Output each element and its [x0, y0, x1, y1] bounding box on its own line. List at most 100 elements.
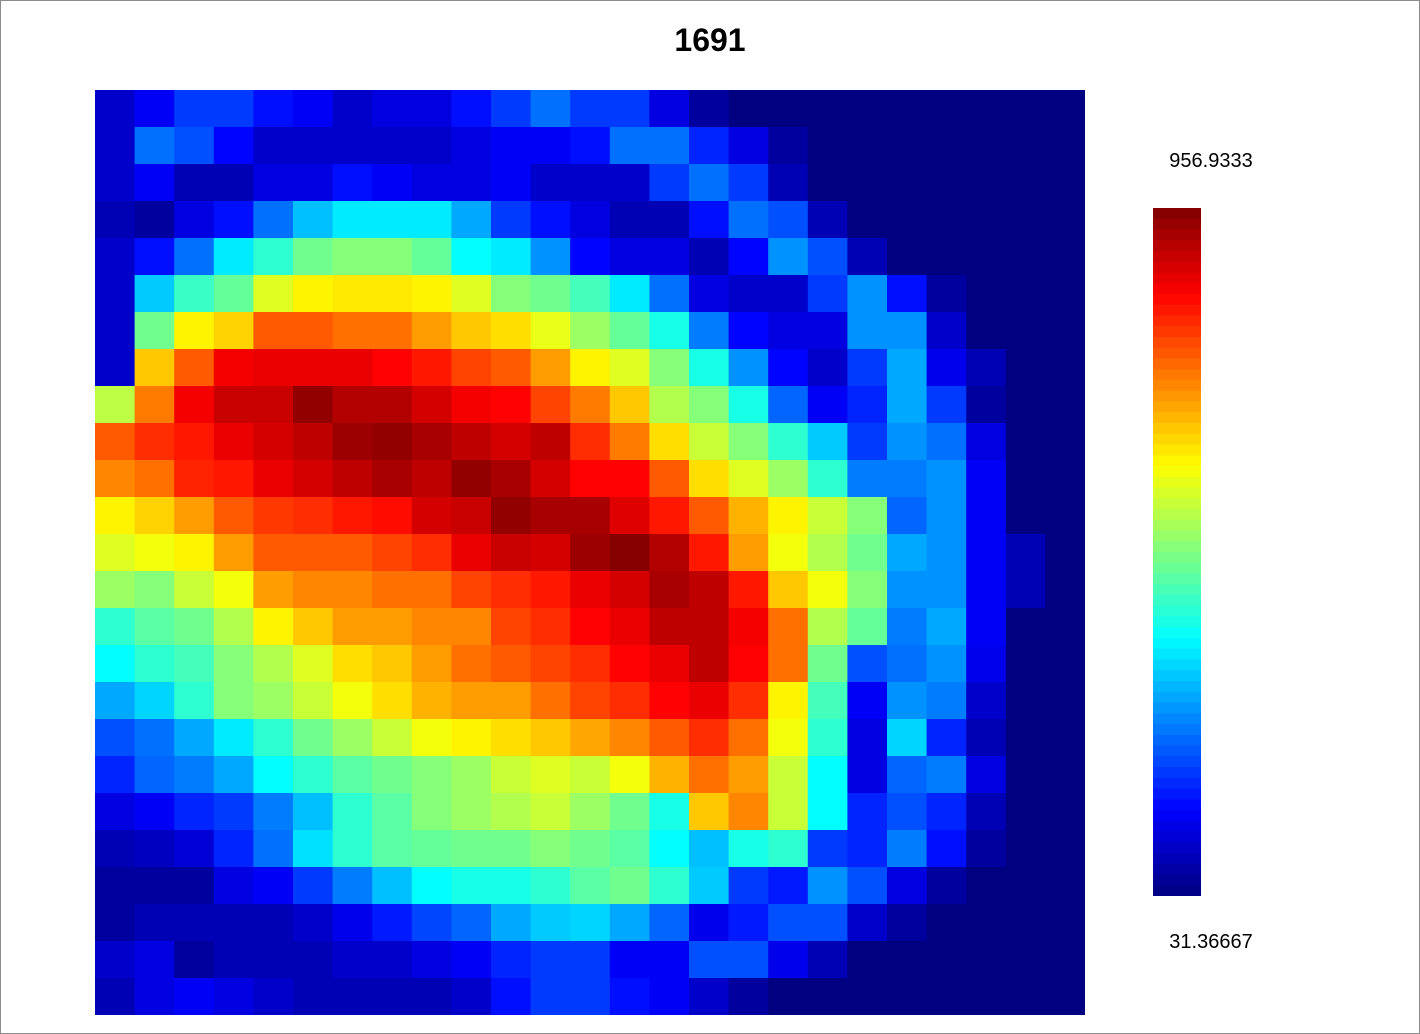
- heatmap-cell: [570, 127, 611, 165]
- heatmap-cell: [1045, 386, 1085, 424]
- heatmap-cell: [807, 978, 848, 1015]
- heatmap-cell: [1045, 830, 1085, 868]
- heatmap-cell: [609, 349, 650, 387]
- heatmap-cell: [649, 423, 690, 461]
- heatmap-cell: [411, 756, 452, 794]
- heatmap-cell: [1045, 904, 1085, 942]
- heatmap-cell: [134, 645, 175, 683]
- colorbar-band: [1153, 648, 1201, 660]
- colorbar-band: [1153, 229, 1201, 241]
- heatmap-cell: [134, 90, 175, 128]
- heatmap-cell: [728, 571, 769, 609]
- colorbar-band: [1153, 767, 1201, 779]
- heatmap-cell: [847, 867, 888, 905]
- heatmap-cell: [253, 830, 294, 868]
- heatmap-cell: [649, 386, 690, 424]
- heatmap-cell: [807, 127, 848, 165]
- heatmap-cell: [570, 349, 611, 387]
- colorbar-band: [1153, 261, 1201, 273]
- heatmap-cell: [609, 90, 650, 128]
- heatmap-cell: [411, 534, 452, 572]
- heatmap-cell: [1005, 978, 1046, 1015]
- heatmap-cell: [887, 571, 928, 609]
- colorbar-band: [1153, 724, 1201, 736]
- heatmap-cell: [1045, 275, 1085, 313]
- heatmap-cell: [451, 904, 492, 942]
- heatmap-cell: [332, 867, 373, 905]
- heatmap-cell: [95, 682, 136, 720]
- heatmap-cell: [926, 534, 967, 572]
- heatmap-cell: [807, 904, 848, 942]
- heatmap-cell: [807, 312, 848, 350]
- colorbar-band: [1153, 380, 1201, 392]
- heatmap-cell: [253, 756, 294, 794]
- heatmap-cell: [372, 423, 413, 461]
- heatmap-cell: [293, 423, 334, 461]
- heatmap-cell: [570, 238, 611, 276]
- heatmap-cell: [372, 127, 413, 165]
- heatmap-cell: [293, 201, 334, 239]
- heatmap-cell: [174, 830, 215, 868]
- heatmap-cell: [966, 941, 1007, 979]
- heatmap-cell: [768, 571, 809, 609]
- heatmap-cell: [293, 460, 334, 498]
- heatmap-cell: [491, 201, 532, 239]
- heatmap-cell: [807, 719, 848, 757]
- heatmap-cell: [530, 904, 571, 942]
- heatmap-cell: [332, 756, 373, 794]
- heatmap-cell: [95, 90, 136, 128]
- heatmap-cell: [926, 460, 967, 498]
- heatmap-cell: [807, 164, 848, 202]
- heatmap-cell: [728, 275, 769, 313]
- heatmap-cell: [174, 460, 215, 498]
- heatmap-cell: [411, 941, 452, 979]
- heatmap-cell: [95, 645, 136, 683]
- heatmap-cell: [649, 941, 690, 979]
- heatmap-cell: [530, 90, 571, 128]
- heatmap-cell: [887, 386, 928, 424]
- heatmap-cell: [649, 349, 690, 387]
- heatmap-cell: [887, 904, 928, 942]
- heatmap-cell: [95, 386, 136, 424]
- colorbar-band: [1153, 541, 1201, 553]
- heatmap-cell: [570, 275, 611, 313]
- heatmap-cell: [213, 312, 254, 350]
- heatmap-cell: [491, 941, 532, 979]
- heatmap-cell: [372, 90, 413, 128]
- heatmap-cell: [847, 238, 888, 276]
- heatmap-cell: [411, 497, 452, 535]
- heatmap-cell: [530, 386, 571, 424]
- heatmap-cell: [887, 608, 928, 646]
- heatmap-cell: [530, 793, 571, 831]
- heatmap-cell: [728, 867, 769, 905]
- heatmap-cell: [253, 719, 294, 757]
- heatmap-cell: [609, 645, 650, 683]
- heatmap-cell: [1005, 497, 1046, 535]
- heatmap-cell: [570, 534, 611, 572]
- heatmap-cell: [807, 90, 848, 128]
- heatmap-cell: [966, 682, 1007, 720]
- heatmap-cell: [1045, 682, 1085, 720]
- heatmap-cell: [847, 386, 888, 424]
- heatmap-cell: [372, 164, 413, 202]
- heatmap-cell: [649, 460, 690, 498]
- heatmap-cell: [530, 312, 571, 350]
- heatmap-cell: [411, 719, 452, 757]
- heatmap-cell: [728, 830, 769, 868]
- heatmap-cell: [570, 460, 611, 498]
- heatmap-cell: [174, 793, 215, 831]
- heatmap-cell: [926, 904, 967, 942]
- heatmap-cell: [847, 571, 888, 609]
- heatmap-cell: [570, 164, 611, 202]
- heatmap-cell: [609, 941, 650, 979]
- heatmap-cell: [689, 423, 730, 461]
- heatmap-cell: [293, 127, 334, 165]
- heatmap-cell: [451, 534, 492, 572]
- heatmap-cell: [134, 275, 175, 313]
- heatmap-cell: [530, 830, 571, 868]
- heatmap-cell: [887, 460, 928, 498]
- colorbar-min-label: 31.36667: [1169, 931, 1253, 953]
- heatmap-cell: [728, 423, 769, 461]
- heatmap-cell: [372, 497, 413, 535]
- colorbar-band: [1153, 455, 1201, 467]
